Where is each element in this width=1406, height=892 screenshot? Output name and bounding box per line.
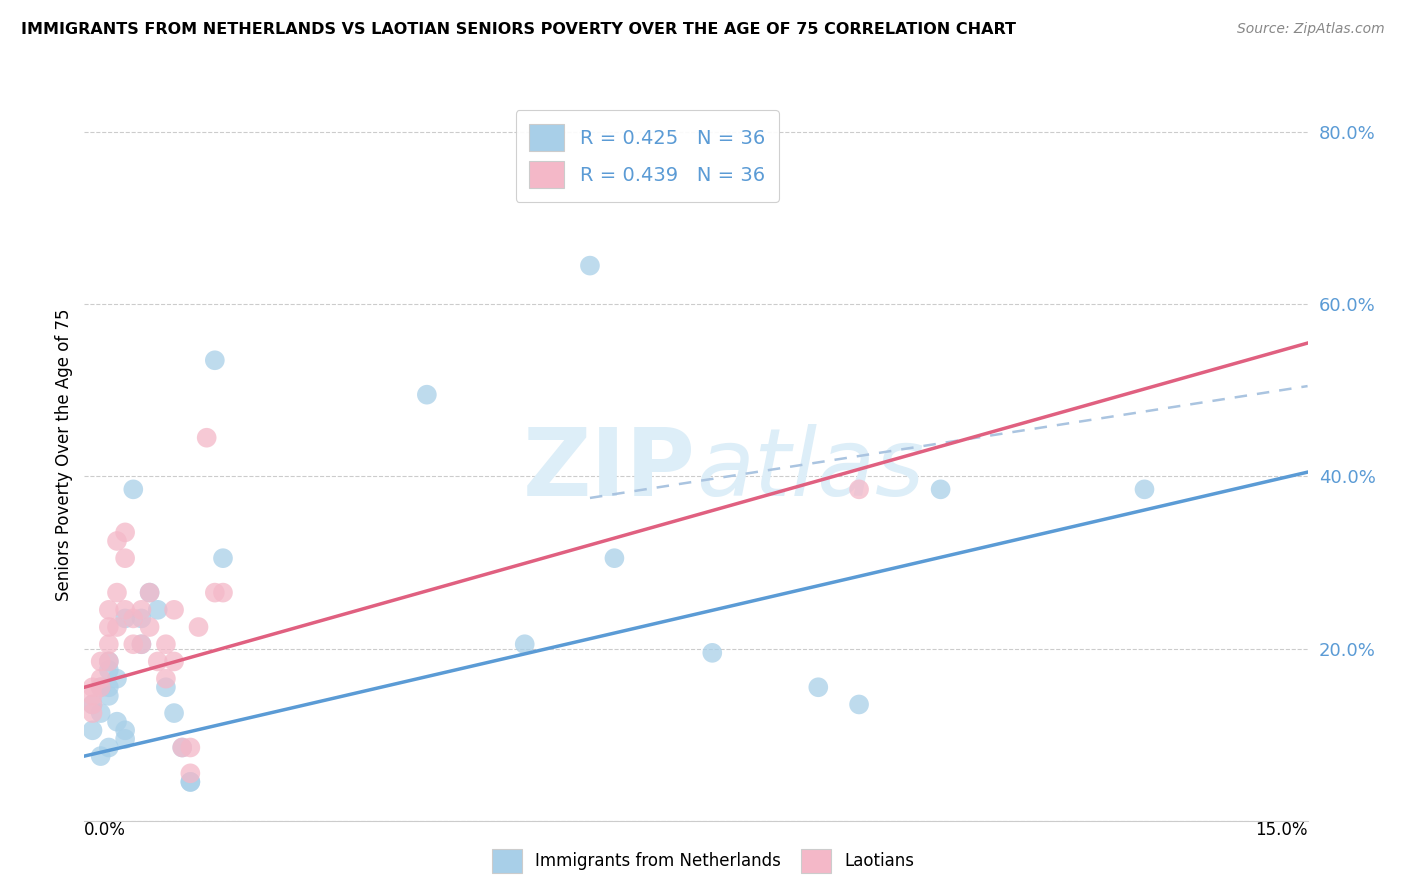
Text: IMMIGRANTS FROM NETHERLANDS VS LAOTIAN SENIORS POVERTY OVER THE AGE OF 75 CORREL: IMMIGRANTS FROM NETHERLANDS VS LAOTIAN S… (21, 22, 1017, 37)
Text: 15.0%: 15.0% (1256, 821, 1308, 838)
Point (138, 585, 160, 599)
Point (97, 637, 120, 651)
Point (90, 680, 112, 694)
Point (114, 611, 136, 625)
Point (131, 603, 153, 617)
Point (122, 611, 145, 625)
Point (155, 637, 177, 651)
Point (90, 749, 112, 764)
Point (82, 698, 104, 712)
Point (204, 585, 226, 599)
Point (97, 680, 120, 694)
Point (97, 603, 120, 617)
Point (90, 680, 112, 694)
Point (513, 637, 536, 651)
Point (97, 655, 120, 669)
Point (82, 689, 104, 703)
Point (146, 655, 169, 669)
Point (807, 680, 830, 694)
Point (105, 620, 128, 634)
Text: Source: ZipAtlas.com: Source: ZipAtlas.com (1237, 22, 1385, 37)
Point (187, 620, 209, 634)
Point (212, 585, 235, 599)
Point (138, 585, 160, 599)
Point (114, 723, 136, 738)
Point (105, 714, 128, 729)
Point (146, 603, 169, 617)
Point (90, 655, 112, 669)
Point (114, 603, 136, 617)
Point (579, 259, 602, 273)
Point (848, 698, 870, 712)
Point (90, 706, 112, 720)
Point (702, 646, 724, 660)
Point (122, 483, 145, 497)
Point (82, 723, 104, 738)
Point (97, 655, 120, 669)
Point (155, 672, 177, 686)
Legend: Immigrants from Netherlands, Laotians: Immigrants from Netherlands, Laotians (485, 842, 921, 880)
Point (179, 775, 201, 789)
Point (97, 620, 120, 634)
Point (204, 353, 226, 368)
Point (105, 672, 128, 686)
Point (105, 585, 128, 599)
Point (97, 663, 120, 677)
Point (82, 680, 104, 694)
Point (82, 706, 104, 720)
Point (114, 551, 136, 566)
Point (163, 603, 186, 617)
Point (929, 483, 952, 497)
Point (97, 740, 120, 755)
Point (163, 706, 186, 720)
Point (90, 672, 112, 686)
Point (416, 387, 439, 401)
Point (105, 533, 128, 548)
Y-axis label: Seniors Poverty Over the Age of 75: Seniors Poverty Over the Age of 75 (55, 309, 73, 601)
Point (131, 637, 153, 651)
Text: 0.0%: 0.0% (84, 821, 127, 838)
Point (212, 551, 235, 566)
Point (195, 431, 218, 445)
Point (155, 680, 177, 694)
Legend: R = 0.425   N = 36, R = 0.439   N = 36: R = 0.425 N = 36, R = 0.439 N = 36 (516, 110, 779, 202)
Point (131, 637, 153, 651)
Point (603, 551, 626, 566)
Text: atlas: atlas (696, 424, 924, 515)
Point (82, 698, 104, 712)
Point (179, 766, 201, 780)
Point (131, 611, 153, 625)
Point (114, 731, 136, 746)
Point (172, 740, 194, 755)
Point (179, 775, 201, 789)
Point (122, 637, 145, 651)
Point (97, 689, 120, 703)
Text: ZIP: ZIP (523, 424, 696, 516)
Point (172, 740, 194, 755)
Point (1133, 483, 1156, 497)
Point (848, 483, 870, 497)
Point (114, 525, 136, 540)
Point (179, 740, 201, 755)
Point (138, 620, 160, 634)
Point (163, 655, 186, 669)
